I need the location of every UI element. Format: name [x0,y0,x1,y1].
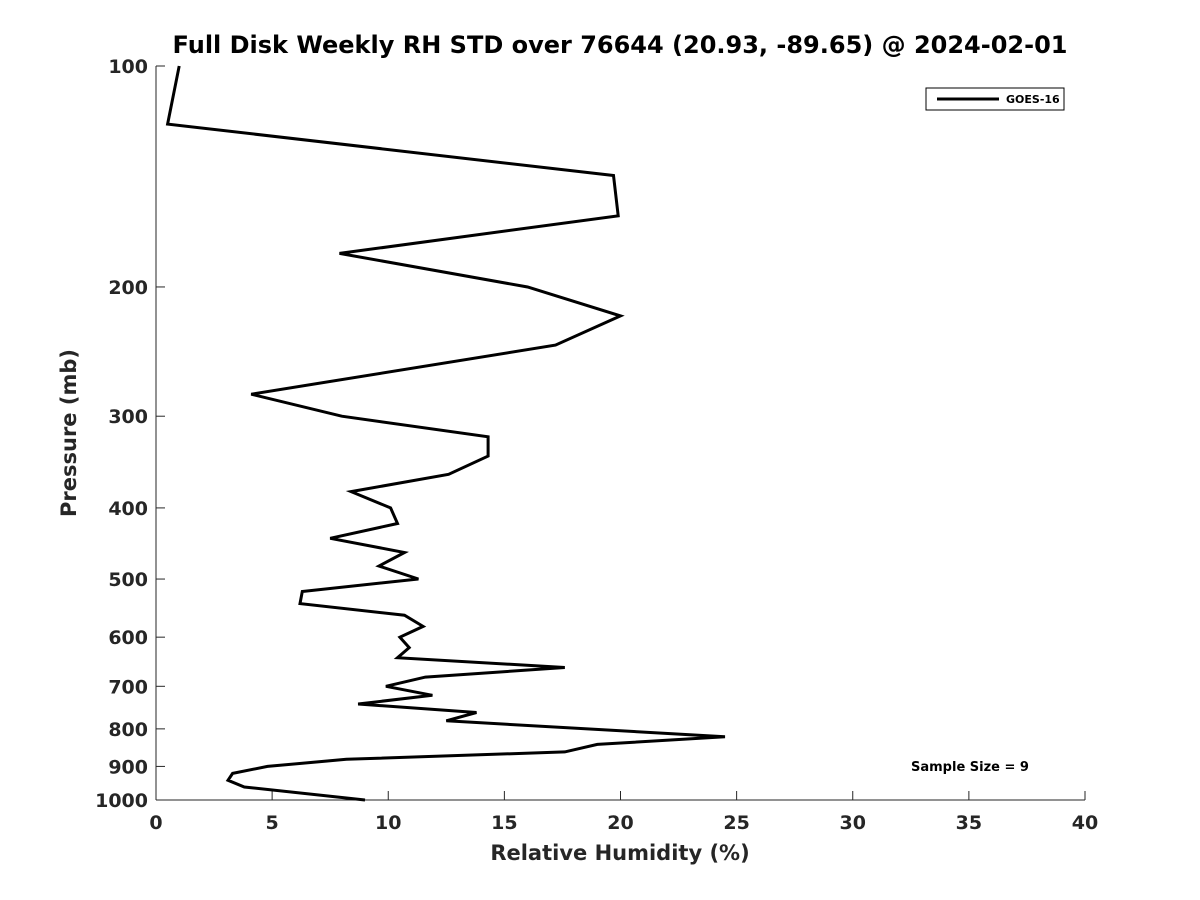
legend: GOES-16 [925,87,1065,111]
x-tick-label: 15 [491,812,517,834]
y-tick-label: 500 [108,569,148,591]
x-tick-label: 35 [956,812,982,834]
chart-title: Full Disk Weekly RH STD over 76644 (20.9… [173,31,1068,59]
y-tick-label: 100 [108,56,148,78]
legend-label-goes-16: GOES-16 [1006,93,1060,106]
x-tick-label: 40 [1072,812,1098,834]
x-tick-label: 10 [375,812,401,834]
y-tick-label: 200 [108,277,148,299]
y-tick-label: 800 [108,719,148,741]
y-tick-label: 300 [108,406,148,428]
y-tick-label: 1000 [95,790,148,812]
x-axis-ticks: 0 5 10 15 20 25 30 35 40 [149,791,1098,834]
x-tick-label: 0 [149,812,162,834]
y-tick-label: 400 [108,498,148,520]
x-tick-label: 20 [607,812,633,834]
x-axis-label: Relative Humidity (%) [490,841,749,865]
series-line-goes-16 [165,65,726,802]
x-tick-label: 30 [840,812,866,834]
sample-size-annotation: Sample Size = 9 [911,760,1029,775]
x-tick-label: 5 [266,812,279,834]
y-tick-label: 900 [108,756,148,778]
y-tick-label: 600 [108,627,148,649]
plot-axes [155,66,1085,801]
y-axis-ticks: 100 200 300 400 500 600 700 800 900 1000 [95,56,165,812]
y-axis-label: Pressure (mb) [57,349,81,517]
y-tick-label: 700 [108,676,148,698]
x-tick-label: 25 [723,812,749,834]
